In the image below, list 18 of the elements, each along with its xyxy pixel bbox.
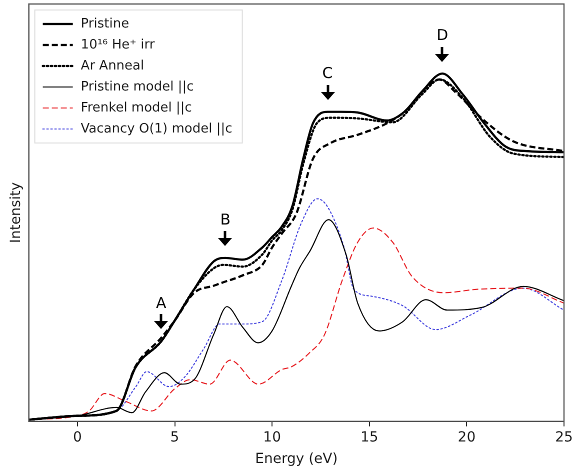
legend-label: Vacancy O(1) model ||c: [80, 121, 232, 136]
annotation: C: [322, 64, 333, 82]
x-tick-label: 5: [170, 429, 180, 446]
y-axis-title: Intensity: [8, 182, 24, 244]
legend-label: Ar Anneal: [80, 58, 144, 74]
x-tick-label: 15: [360, 429, 378, 446]
annotation: D: [436, 26, 448, 44]
annotation: B: [220, 210, 231, 228]
legend-label: 10¹⁶ He⁺ irr: [80, 37, 156, 52]
legend-label: Frenkel model ||c: [80, 100, 192, 116]
annotation: A: [156, 294, 168, 312]
x-tick-label: 25: [555, 429, 573, 446]
legend-label: Pristine: [80, 16, 130, 32]
x-tick-label: 20: [458, 429, 476, 446]
x-tick-label: 10: [263, 429, 281, 446]
legend-label: Pristine model ||c: [80, 79, 194, 94]
x-axis-title: Energy (eV): [255, 451, 338, 468]
x-tick-label: 0: [72, 429, 82, 446]
